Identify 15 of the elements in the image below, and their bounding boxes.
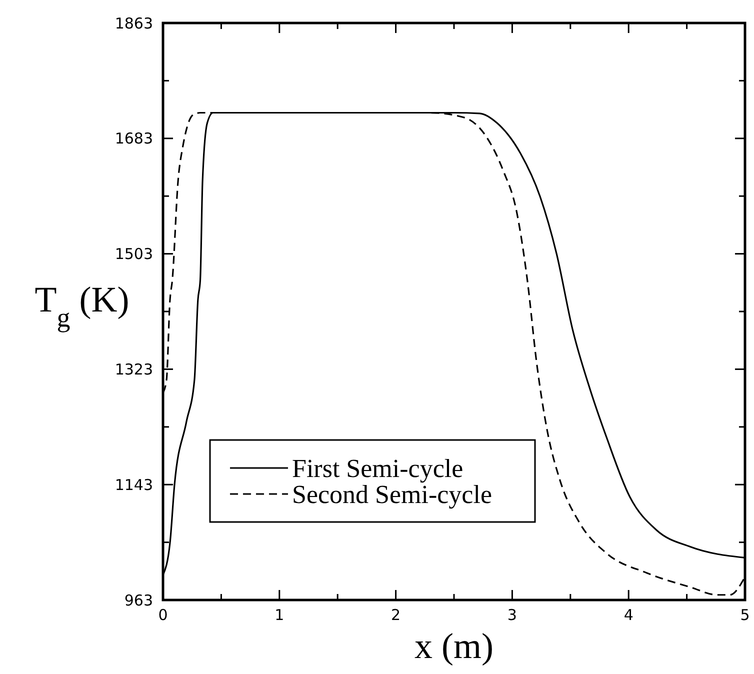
y-tick-label: 963 — [124, 591, 153, 610]
y-tick-label: 1683 — [114, 130, 153, 148]
x-tick-label: 4 — [624, 606, 634, 624]
y-tick-label: 1323 — [114, 360, 153, 378]
x-tick-label: 0 — [158, 606, 168, 624]
y-tick-label: 1863 — [114, 14, 153, 32]
y-tick-label: 1143 — [114, 476, 153, 494]
x-tick-label: 1 — [274, 606, 284, 624]
legend-label: First Semi-cycle — [292, 454, 464, 484]
x-axis-title: x (m) — [414, 626, 494, 666]
y-tick-label: 1503 — [114, 245, 153, 264]
x-tick-label: 5 — [740, 606, 750, 624]
x-tick-label: 3 — [507, 606, 517, 624]
x-tick-label: 2 — [391, 606, 401, 624]
y-axis-title: T$_{g}$ (K) — [34, 280, 130, 332]
